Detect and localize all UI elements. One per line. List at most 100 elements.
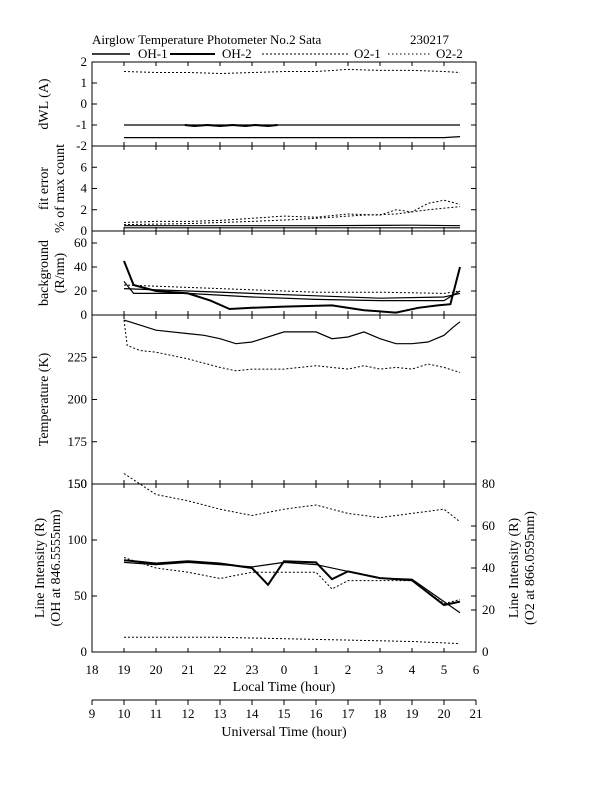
- y-tick-label: 0: [81, 96, 88, 111]
- universal-time-axis: 9 10 11 12 13 14 15 16 17 18 19 20 21: [89, 699, 483, 721]
- panel-frame: [91, 230, 477, 316]
- y-tick-label-right: 60: [482, 518, 495, 533]
- panel-frame: [91, 61, 477, 147]
- chart-date: 230217: [410, 32, 450, 47]
- panel-1: 0 2 4 6 fit error% of max count: [37, 144, 477, 238]
- y-tick-label: 2: [81, 54, 88, 69]
- y-tick-label: 150: [68, 476, 88, 491]
- local-tick-label: 3: [377, 662, 384, 677]
- axis-tick-label: 17: [342, 706, 356, 721]
- local-tick-label: 20: [150, 662, 163, 677]
- local-time-axis: 18 19 20 21 22 23 0 1 2 3 4 5 6: [86, 662, 480, 677]
- local-tick-label: 0: [281, 662, 288, 677]
- y-tick-label: 0: [81, 644, 88, 659]
- series-o2-1: [123, 288, 461, 299]
- y-axis-label: (O2 at 866.0595nm): [523, 511, 538, 625]
- y-tick-label: 175: [68, 434, 88, 449]
- series-oh-2: [184, 123, 278, 128]
- axis-tick-label: 16: [310, 706, 324, 721]
- axis-tick-label: 18: [374, 706, 387, 721]
- y-tick-label: 0: [81, 307, 88, 322]
- y-tick-label: 150: [68, 476, 88, 491]
- legend-o22: O2-2: [436, 46, 463, 61]
- y-tick-label: 20: [74, 283, 87, 298]
- y-axis-label: Line Intensity (R): [33, 518, 48, 619]
- chart-title: Airglow Temperature Photometer No.2 Sata: [92, 32, 322, 47]
- y-tick-label-right: 80: [482, 476, 495, 491]
- local-time-label: Local Time (hour): [233, 680, 336, 695]
- y-axis-label: dWL (A): [37, 78, 52, 130]
- y-tick-label: 2: [81, 202, 88, 217]
- y-tick-label: 4: [81, 181, 88, 196]
- series-oh-1: [123, 281, 461, 302]
- series-o2-2: [123, 473, 461, 523]
- series-o2-2: [123, 284, 461, 294]
- y-tick-label: 50: [74, 588, 87, 603]
- local-tick-label: 4: [409, 662, 416, 677]
- series-oh-2: [124, 224, 461, 227]
- y-axis-label: % of max count: [53, 144, 68, 233]
- series-o2: [123, 320, 461, 373]
- y-tick-label: 200: [68, 392, 88, 407]
- series-oh-1: [123, 561, 461, 614]
- local-tick-label: 6: [473, 662, 480, 677]
- axis-tick-label: 9: [89, 706, 96, 721]
- local-tick-label: 23: [246, 662, 259, 677]
- panel-frame: [91, 145, 477, 232]
- y-tick-label-right: 20: [482, 602, 495, 617]
- legend-oh2: OH-2: [222, 46, 252, 61]
- axis-tick-label: 13: [214, 706, 227, 721]
- y-axis-label: Temperature (K): [37, 352, 52, 446]
- axis-tick-label: 10: [118, 706, 131, 721]
- local-tick-label: 21: [182, 662, 195, 677]
- y-tick-label: 0: [81, 223, 88, 238]
- panel-frame: [91, 314, 477, 485]
- y-tick-label: 225: [68, 349, 88, 364]
- panel-0: -2 -1 0 1 2 dWL (A): [37, 54, 477, 153]
- series-o2-1: [123, 206, 461, 226]
- series-o2-1: [123, 557, 461, 605]
- local-tick-label: 1: [313, 662, 320, 677]
- series-oh-2: [123, 260, 461, 314]
- local-tick-label: 18: [86, 662, 99, 677]
- y-tick-label: 100: [68, 532, 88, 547]
- plot-panels: -2 -1 0 1 2 dWL (A) 0 2 4 6 fit error% of max coun…: [33, 54, 538, 659]
- legend: OH-1 OH-2 O2-1 O2-2: [92, 46, 463, 61]
- series-o2-1: [124, 136, 461, 139]
- axis-tick-label: 12: [182, 706, 195, 721]
- legend-oh1: OH-1: [138, 46, 168, 61]
- y-tick-label-right: 0: [482, 644, 489, 659]
- axis-tick-label: 11: [150, 706, 163, 721]
- axis-tick-label: 14: [246, 706, 260, 721]
- series-o2-2: [123, 68, 461, 75]
- local-tick-label: 19: [118, 662, 131, 677]
- y-tick-label: 60: [74, 235, 87, 250]
- legend-o21: O2-1: [354, 46, 381, 61]
- y-tick-label: 6: [81, 159, 88, 174]
- y-tick-label: -1: [76, 117, 87, 132]
- panel-2: 0 20 40 60 background (R/nm): [37, 230, 477, 322]
- y-axis-label: fit error: [37, 167, 52, 210]
- y-tick-label: -2: [76, 138, 87, 153]
- series-oh: [123, 319, 461, 345]
- local-tick-label: 5: [441, 662, 448, 677]
- y-axis-label: Line Intensity (R): [507, 518, 522, 619]
- y-axis-label: background: [37, 240, 52, 306]
- y-axis-label: (OH at 846.5555nm): [49, 509, 64, 626]
- y-axis-label: (R/nm): [53, 252, 68, 293]
- axis-tick-label: 21: [470, 706, 483, 721]
- series-o2-2: [123, 199, 461, 223]
- axis-tick-label: 19: [406, 706, 419, 721]
- universal-time-label: Universal Time (hour): [221, 725, 347, 740]
- local-tick-label: 22: [214, 662, 227, 677]
- local-tick-label: 2: [345, 662, 352, 677]
- y-tick-label-right: 40: [482, 560, 495, 575]
- axis-tick-label: 15: [278, 706, 291, 721]
- series-o2-2-low-: [124, 636, 461, 645]
- panel-3: 150 175 200 225 Temperature (K): [37, 314, 477, 491]
- series-oh-2: [123, 559, 461, 607]
- axis-tick-label: 20: [438, 706, 451, 721]
- y-tick-label: 40: [74, 259, 87, 274]
